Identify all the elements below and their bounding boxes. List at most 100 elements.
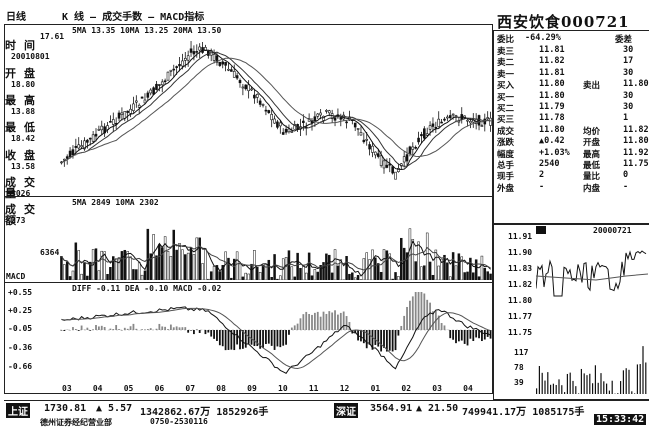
quote-row-mid: 最高: [583, 148, 600, 160]
intraday-vol-bar: [598, 383, 599, 394]
macd-y-label: +0.25: [8, 306, 32, 315]
candle-body: [403, 157, 405, 162]
candle-body: [380, 156, 382, 166]
index1-name[interactable]: 上证: [6, 403, 30, 418]
volume-bar: [72, 271, 74, 280]
macd-bar: [196, 329, 198, 330]
macd-bar: [409, 301, 411, 330]
ma5-line: [61, 50, 490, 170]
volume-bar: [291, 267, 293, 280]
candle-body: [412, 147, 414, 150]
quote-row-price: ▲0.42: [539, 136, 565, 146]
volume-bar: [276, 279, 278, 280]
candle-body: [95, 134, 97, 136]
kline-svg[interactable]: [60, 34, 492, 194]
macd-bar: [179, 327, 181, 330]
quote-row-mid: 最低: [583, 159, 600, 171]
volume-bar: [225, 252, 227, 280]
candle-body: [69, 151, 71, 157]
intraday-vol-bar: [581, 369, 582, 394]
candle-body: [274, 119, 276, 123]
macd-bar: [127, 329, 129, 330]
macd-bar: [331, 312, 333, 330]
macd-bar: [112, 329, 114, 330]
candle-body: [190, 49, 192, 53]
volume-bar: [374, 258, 376, 280]
intraday-vol-label: 78: [514, 363, 524, 372]
macd-bar: [297, 324, 299, 330]
macd-bar: [193, 330, 195, 334]
intraday-vol-bar: [553, 384, 554, 394]
volume-bar: [311, 276, 313, 280]
volume-bar: [400, 238, 402, 280]
x-axis-label: 03: [62, 384, 72, 393]
volume-bar: [190, 248, 192, 280]
quote-row-vol: 11.80: [623, 79, 649, 89]
candle-body: [268, 110, 270, 112]
x-axis-label: 06: [155, 384, 165, 393]
left-info-label: 最低: [5, 122, 43, 133]
volume-bar: [420, 267, 422, 280]
volume-bar: [464, 273, 466, 280]
quote-row-price: -: [539, 182, 544, 192]
candle-body: [423, 129, 425, 138]
candle-body: [248, 85, 250, 91]
x-axis-label: 11: [309, 384, 319, 393]
candle-body: [242, 87, 244, 88]
macd-bar: [182, 327, 184, 330]
candle-body: [374, 152, 376, 155]
x-axis-label: 04: [93, 384, 103, 393]
macd-bar: [415, 292, 417, 330]
macd-bar: [170, 325, 172, 330]
x-axis-label: 07: [185, 384, 195, 393]
macd-bar: [133, 324, 135, 330]
macd-bar: [481, 330, 483, 341]
macd-bar: [400, 326, 402, 330]
quote-row-label: 卖一: [497, 68, 514, 80]
index2-value: 3564.91: [370, 403, 412, 414]
volume-bar: [196, 238, 198, 280]
volume-bar: [478, 277, 480, 280]
macd-bar: [326, 314, 328, 330]
indicator-title: K 线 — 成交手数 — MACD指标: [62, 8, 204, 23]
candle-body: [199, 47, 201, 50]
candle-body: [147, 93, 149, 97]
candle-body: [98, 129, 100, 130]
quote-row-label: 卖二: [497, 56, 514, 68]
macd-bar: [98, 326, 100, 330]
index2-name[interactable]: 深证: [334, 403, 358, 418]
candle-body: [101, 126, 103, 130]
macd-bar: [300, 318, 302, 330]
volume-bar: [86, 276, 88, 280]
macd-bar: [337, 315, 339, 330]
quote-row-mid: 内盘: [583, 182, 600, 194]
intraday-vol-label: 39: [514, 378, 524, 387]
macd-bar: [164, 327, 166, 330]
volume-bar: [443, 255, 445, 280]
volume-bar: [377, 263, 379, 280]
x-axis-label: 09: [247, 384, 257, 393]
macd-bar: [233, 330, 235, 350]
stock-title: 西安饮食000721: [497, 11, 630, 32]
macd-bar: [210, 330, 212, 337]
candle-body: [360, 132, 362, 135]
candle-body: [63, 159, 65, 160]
index1-value: 1730.81: [44, 403, 86, 414]
volume-bar: [418, 242, 420, 280]
candle-body: [446, 117, 448, 118]
x-axis-label: 02: [401, 384, 411, 393]
candle-body: [386, 165, 388, 167]
candle-body: [435, 127, 437, 128]
candle-body: [138, 105, 140, 107]
volume-bar: [248, 274, 250, 280]
period-label[interactable]: 日线: [6, 8, 26, 23]
candle-body: [449, 115, 451, 117]
quote-row: 外盘-内盘-: [495, 182, 649, 193]
intraday-vol-bar: [556, 385, 557, 394]
volume-bar: [472, 273, 474, 280]
candle-body: [219, 62, 221, 65]
volume-bar: [452, 252, 454, 280]
quote-row-label: 成交: [497, 125, 514, 137]
